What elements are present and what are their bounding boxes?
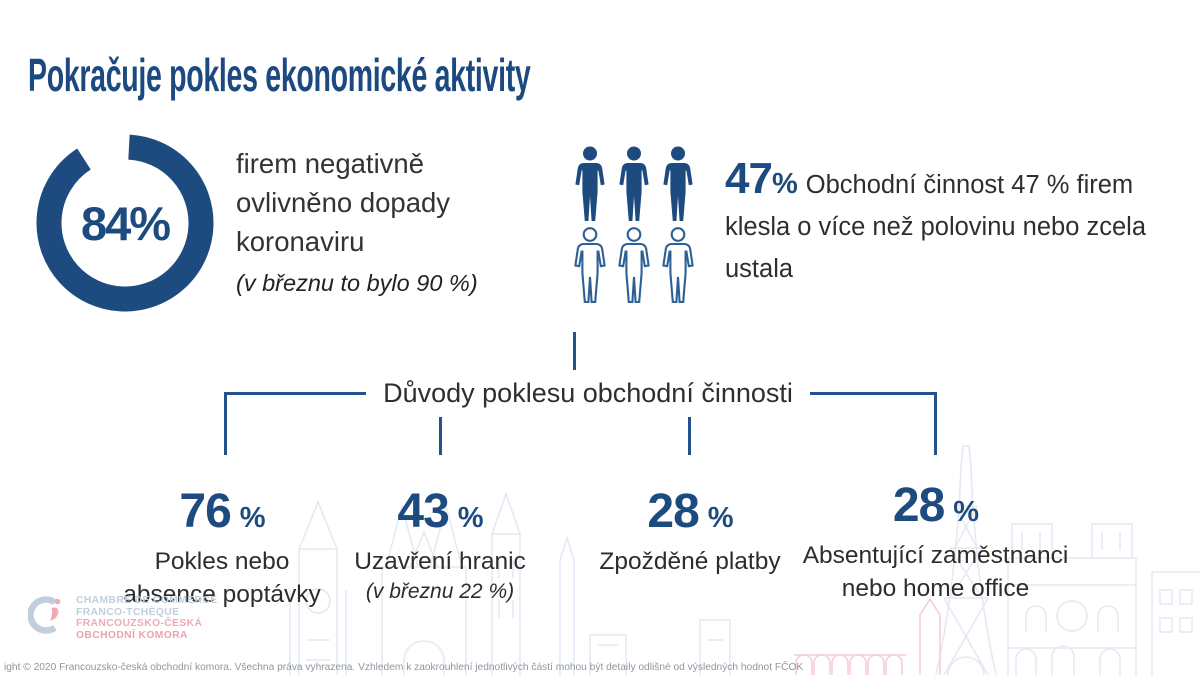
reason-value: 28% [565,488,815,536]
connector-line-top [573,332,576,370]
reason-item-absent-employees: 28% Absentující zaměstnanci nebo home of… [788,482,1083,605]
stat-47-value: 47 [725,154,773,203]
footer-copyright: ight © 2020 Francouzsko-česká obchodní k… [4,662,804,673]
stat-84-line3: koronaviru [236,226,365,257]
logo-line-1: CHAMBRE DE COMMERCE [76,595,218,606]
connector-line-right-horizontal [810,392,937,395]
person-filled-icon [663,146,693,221]
logo-line-2: FRANCO-TCHÈQUE [76,606,180,618]
reason-value: 76% [97,488,347,536]
notre-dame-watermark [1007,523,1200,675]
reason-item-payments: 28% Zpožděné platby [565,488,815,578]
percent-sign: % [953,496,979,528]
reason-label: Uzavření hranic [354,548,526,575]
stat-84-description: firem negativně ovlivněno dopady koronav… [236,144,546,303]
percent-sign: % [239,502,266,534]
connector-line-right-vertical [934,392,937,455]
stat-84-value: 84% [80,196,171,250]
logo-line-3: FRANCOUZSKO-ČESKÁ [76,618,203,630]
reason-value: 28% [788,482,1083,530]
pink-arcade-watermark [794,597,941,675]
stat-47-statement: 47% Obchodní činnost 47 % firem klesla o … [725,157,1200,290]
logo-line-4: OBCHODNÍ KOMORA [76,629,188,641]
reason-item-borders: 43% Uzavření hranic (v březnu 22 %) [315,488,565,604]
stat-84-line1: firem negativně [236,148,425,179]
reason-number: 43 [397,485,449,538]
chamber-logo: CHAMBRE DE COMMERCE FRANCO-TCHÈQUE FRANC… [28,592,217,642]
reasons-heading: Důvody poklesu obchodní činnosti [383,378,793,408]
reason-value: 43% [315,488,565,536]
stat-47-text: Obchodní činnost 47 % firem klesla o víc… [725,171,1147,283]
percent-sign: % [707,502,734,534]
stat-84-line2: ovlivněno dopady [236,187,451,218]
reason-number: 28 [647,485,699,538]
reason-note: (v březnu 22 %) [365,580,515,604]
reason-label: Absentující zaměstnanci nebo home office [802,542,1069,603]
person-outline-icon [662,227,694,303]
reason-label: Zpožděné platby [599,548,781,575]
percent-sign: % [771,168,798,200]
percent-sign: % [457,502,484,534]
connector-line-left-vertical [224,392,227,455]
stat-84-note: (v březnu to bylo 90 %) [236,270,478,296]
person-outline-icon [618,227,650,303]
connector-line-mid-left [439,417,442,455]
person-filled-icon [575,146,605,221]
connector-line-left-horizontal [224,392,366,395]
eiffel-tower-watermark [935,445,997,675]
reason-number: 28 [892,479,945,532]
page-title: Pokračuje pokles ekonomické aktivity [28,49,531,101]
reason-label: Pokles nebo absence poptávky [123,548,321,609]
person-filled-icon [619,146,649,221]
prague-skyline-watermark [289,491,731,675]
connector-line-mid-right [688,417,691,455]
reason-item-demand: 76% Pokles nebo absence poptávky [97,488,347,611]
person-outline-icon [574,227,606,303]
reason-number: 76 [179,485,231,538]
chamber-logo-text: CHAMBRE DE COMMERCE FRANCO-TCHÈQUE FRANC… [76,592,217,642]
donut-ring-icon [36,134,214,312]
chamber-logo-mark [28,596,61,634]
